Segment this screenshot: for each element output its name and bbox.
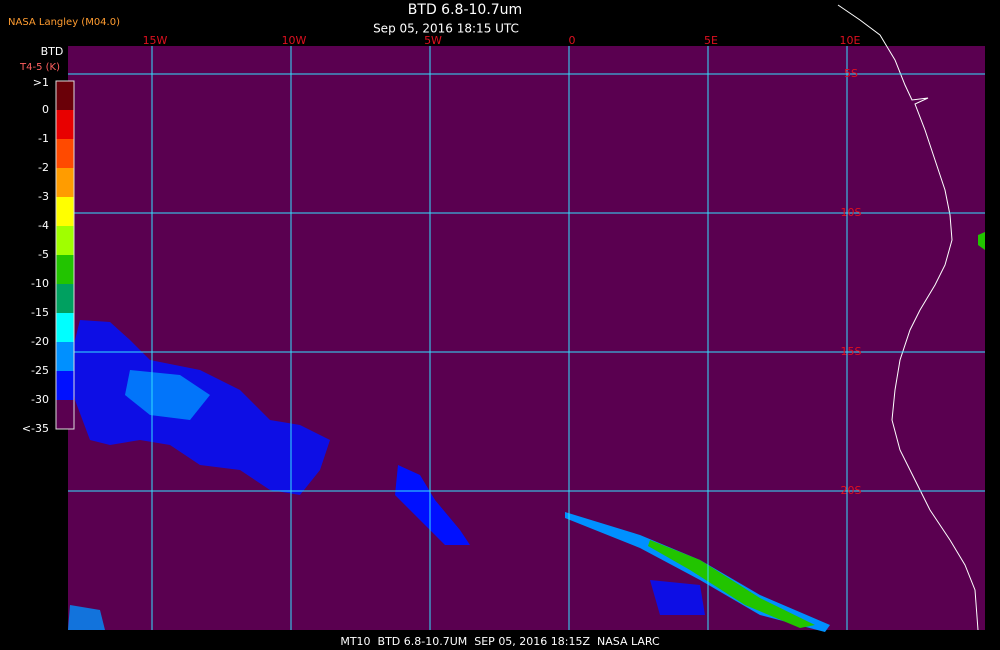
cloud-blob (68, 605, 105, 630)
legend-swatch (56, 313, 74, 342)
legend-swatch (56, 139, 74, 168)
cloud-blob (395, 465, 470, 545)
legend-swatch (56, 284, 74, 313)
longitude-label: 10W (282, 34, 307, 47)
graticule (68, 46, 985, 630)
footer: MT10 BTD 6.8-10.7UM SEP 05, 2016 18:15Z … (340, 635, 660, 648)
cloud-features (68, 232, 985, 632)
latitude-label: 15S (841, 345, 862, 358)
legend-label: -3 (38, 190, 49, 203)
cloud-blob (650, 580, 705, 615)
legend-label: -20 (31, 335, 49, 348)
longitude-label: 15W (143, 34, 168, 47)
legend-label: -4 (38, 219, 49, 232)
longitude-label: 10E (840, 34, 861, 47)
subtitle: Sep 05, 2016 18:15 UTC (373, 22, 519, 36)
legend-title: BTD (41, 45, 64, 58)
legend-swatch (56, 371, 74, 400)
legend-swatch (56, 255, 74, 284)
legend-swatch (56, 197, 74, 226)
legend-swatch (56, 342, 74, 371)
legend-swatch (56, 400, 74, 429)
legend-label: -15 (31, 306, 49, 319)
title: BTD 6.8-10.7um (408, 2, 522, 18)
cloud-blob (978, 232, 985, 250)
longitude-label: 5W (424, 34, 442, 47)
legend-frame (55, 80, 75, 430)
legend-swatch (56, 226, 74, 255)
legend-label: -30 (31, 393, 49, 406)
legend-label: -10 (31, 277, 49, 290)
latitude-label: 5S (844, 67, 858, 80)
legend-label: >1 (33, 76, 49, 89)
cloud-band (648, 540, 815, 628)
latitude-label: 20S (841, 484, 862, 497)
legend-swatch (56, 110, 74, 139)
legend-label: <-35 (22, 422, 49, 435)
legend-label: 0 (42, 103, 49, 116)
longitude-label: 5E (704, 34, 718, 47)
legend-swatch (56, 168, 74, 197)
latitude-label: 10S (841, 206, 862, 219)
legend-label: -1 (38, 132, 49, 145)
legend-swatch (56, 81, 74, 110)
longitude-label: 0 (569, 34, 576, 47)
map-area (68, 46, 985, 630)
legend-label: -25 (31, 364, 49, 377)
coastline (837, 4, 979, 631)
cloud-blob (125, 370, 210, 420)
legend-label: -2 (38, 161, 49, 174)
legend-label: -5 (38, 248, 49, 261)
source-label: NASA Langley (M04.0) (8, 17, 120, 28)
legend-unit: T4-5 (K) (19, 62, 60, 73)
